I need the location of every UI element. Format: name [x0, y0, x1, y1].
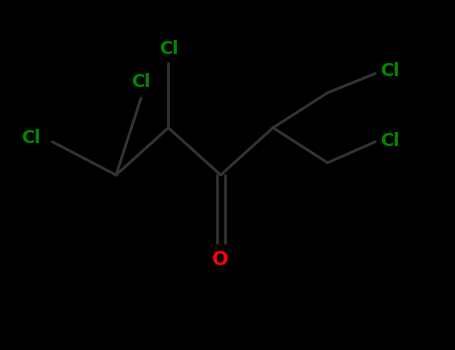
- Text: Cl: Cl: [159, 40, 178, 58]
- Text: Cl: Cl: [131, 73, 151, 91]
- Text: Cl: Cl: [380, 132, 399, 150]
- Text: O: O: [212, 250, 229, 269]
- Text: Cl: Cl: [380, 62, 399, 80]
- Text: Cl: Cl: [20, 129, 40, 147]
